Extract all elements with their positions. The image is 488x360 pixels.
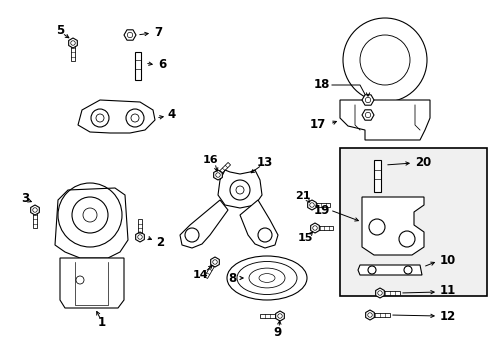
Text: 16: 16 xyxy=(202,155,217,165)
Polygon shape xyxy=(180,200,227,248)
Polygon shape xyxy=(31,205,39,215)
Polygon shape xyxy=(361,197,423,255)
Text: 12: 12 xyxy=(439,310,455,324)
Polygon shape xyxy=(373,160,380,192)
Text: 5: 5 xyxy=(56,23,64,36)
Polygon shape xyxy=(379,291,399,295)
Polygon shape xyxy=(361,95,373,105)
Polygon shape xyxy=(307,200,316,210)
Text: 13: 13 xyxy=(256,157,273,170)
Polygon shape xyxy=(339,100,429,140)
Polygon shape xyxy=(55,188,128,258)
Polygon shape xyxy=(216,162,230,176)
Polygon shape xyxy=(68,38,77,48)
Polygon shape xyxy=(71,43,75,61)
Text: 17: 17 xyxy=(309,118,325,131)
Polygon shape xyxy=(240,200,278,248)
Polygon shape xyxy=(365,310,374,320)
Polygon shape xyxy=(361,110,373,120)
Text: 1: 1 xyxy=(98,315,106,328)
Polygon shape xyxy=(135,52,141,80)
Polygon shape xyxy=(275,311,284,321)
Polygon shape xyxy=(260,314,280,318)
Polygon shape xyxy=(311,203,329,207)
Polygon shape xyxy=(204,261,216,279)
Polygon shape xyxy=(135,232,144,242)
Text: 4: 4 xyxy=(167,108,176,122)
Text: 7: 7 xyxy=(154,26,162,39)
Text: 11: 11 xyxy=(439,284,455,297)
Polygon shape xyxy=(314,226,332,230)
Polygon shape xyxy=(78,100,155,133)
Polygon shape xyxy=(218,170,262,208)
Polygon shape xyxy=(357,265,421,275)
Polygon shape xyxy=(138,219,142,237)
Polygon shape xyxy=(369,313,389,317)
Text: 21: 21 xyxy=(295,191,310,201)
Text: 15: 15 xyxy=(297,233,312,243)
Text: 8: 8 xyxy=(227,271,236,284)
Polygon shape xyxy=(213,170,222,180)
Polygon shape xyxy=(124,30,136,40)
Polygon shape xyxy=(60,258,124,308)
Polygon shape xyxy=(210,257,219,267)
Text: 20: 20 xyxy=(414,156,430,168)
Text: 6: 6 xyxy=(158,58,166,72)
Text: 2: 2 xyxy=(156,235,164,248)
Text: 9: 9 xyxy=(273,325,282,338)
Polygon shape xyxy=(375,288,384,298)
Text: 10: 10 xyxy=(439,253,455,266)
Text: 19: 19 xyxy=(313,203,329,216)
Text: 3: 3 xyxy=(21,192,29,204)
Bar xyxy=(339,148,486,296)
Text: 14: 14 xyxy=(192,270,207,280)
Polygon shape xyxy=(310,223,319,233)
Text: 18: 18 xyxy=(313,78,329,91)
Polygon shape xyxy=(33,210,37,228)
